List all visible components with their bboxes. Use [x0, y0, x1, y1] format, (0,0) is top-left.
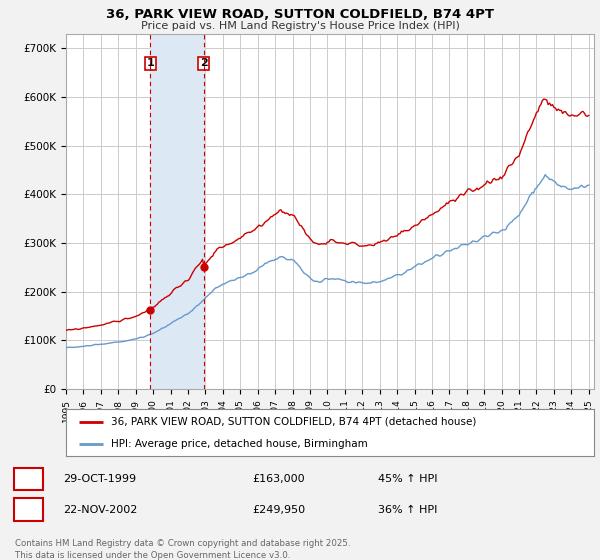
- Text: 1: 1: [146, 58, 154, 68]
- Text: 36% ↑ HPI: 36% ↑ HPI: [378, 505, 437, 515]
- Bar: [150, 34, 203, 389]
- Text: 45% ↑ HPI: 45% ↑ HPI: [378, 474, 437, 484]
- Text: HPI: Average price, detached house, Birmingham: HPI: Average price, detached house, Birm…: [111, 438, 368, 449]
- Text: 2: 2: [25, 505, 32, 515]
- Text: 22-NOV-2002: 22-NOV-2002: [63, 505, 137, 515]
- Text: 29-OCT-1999: 29-OCT-1999: [63, 474, 136, 484]
- Text: £249,950: £249,950: [252, 505, 305, 515]
- Text: 2: 2: [200, 58, 208, 68]
- Text: Price paid vs. HM Land Registry's House Price Index (HPI): Price paid vs. HM Land Registry's House …: [140, 21, 460, 31]
- Text: 1: 1: [25, 474, 32, 484]
- Text: £163,000: £163,000: [252, 474, 305, 484]
- Text: 36, PARK VIEW ROAD, SUTTON COLDFIELD, B74 4PT: 36, PARK VIEW ROAD, SUTTON COLDFIELD, B7…: [106, 8, 494, 21]
- Text: Contains HM Land Registry data © Crown copyright and database right 2025.
This d: Contains HM Land Registry data © Crown c…: [15, 539, 350, 559]
- Text: 36, PARK VIEW ROAD, SUTTON COLDFIELD, B74 4PT (detached house): 36, PARK VIEW ROAD, SUTTON COLDFIELD, B7…: [111, 417, 476, 427]
